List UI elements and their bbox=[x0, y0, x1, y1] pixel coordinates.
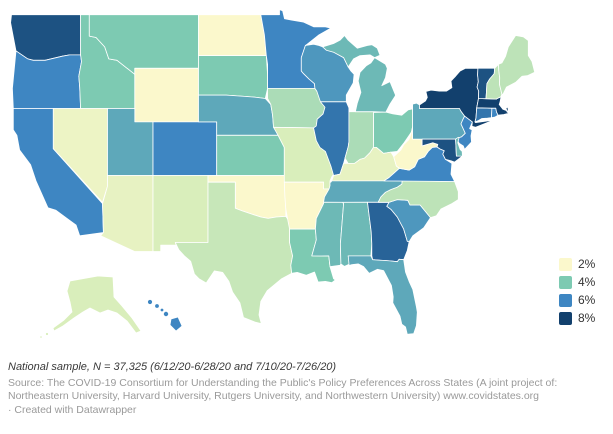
state-NM[interactable] bbox=[152, 175, 209, 252]
state-SD[interactable] bbox=[198, 55, 269, 99]
legend-label: 8% bbox=[578, 311, 596, 325]
legend-item: 4% bbox=[559, 276, 595, 289]
us-states-map bbox=[10, 9, 536, 339]
map-legend: 2% 4% 6% 8% bbox=[559, 258, 595, 325]
sample-note: National sample, N = 37,325 (6/12/20-6/2… bbox=[8, 361, 337, 373]
legend-item: 8% bbox=[559, 312, 595, 325]
state-CO[interactable] bbox=[152, 121, 218, 176]
state-TX[interactable] bbox=[174, 181, 294, 325]
state-AZ[interactable] bbox=[100, 175, 154, 252]
legend-label: 6% bbox=[578, 293, 596, 307]
legend-item: 2% bbox=[559, 258, 595, 271]
state-CA[interactable] bbox=[12, 108, 104, 237]
state-MN[interactable] bbox=[260, 9, 332, 89]
state-HI[interactable] bbox=[147, 299, 183, 332]
legend-label: 2% bbox=[578, 257, 596, 271]
state-IA[interactable] bbox=[267, 88, 326, 129]
state-AK[interactable] bbox=[39, 275, 142, 339]
state-ND[interactable] bbox=[198, 14, 267, 56]
state-DE[interactable] bbox=[455, 136, 463, 157]
state-KS[interactable] bbox=[216, 134, 285, 176]
state-CT[interactable] bbox=[474, 107, 493, 123]
legend-label: 4% bbox=[578, 275, 596, 289]
datawrapper-credit-link[interactable]: · Created with Datawrapper bbox=[8, 404, 137, 416]
state-NJ[interactable] bbox=[457, 115, 473, 150]
state-WY[interactable] bbox=[134, 67, 199, 123]
legend-item: 6% bbox=[559, 294, 595, 307]
source-line: Source: The COVID-19 Consortium for Unde… bbox=[8, 377, 558, 403]
state-ME[interactable] bbox=[498, 35, 536, 95]
state-MI[interactable] bbox=[322, 35, 396, 113]
state-OR[interactable] bbox=[11, 50, 82, 109]
state-WA[interactable] bbox=[10, 14, 81, 61]
legend-swatch-4pct bbox=[559, 276, 572, 289]
legend-swatch-6pct bbox=[559, 294, 572, 307]
state-NC[interactable] bbox=[377, 180, 459, 219]
state-FL[interactable] bbox=[347, 255, 418, 335]
legend-swatch-8pct bbox=[559, 312, 572, 325]
legend-swatch-2pct bbox=[559, 258, 572, 271]
